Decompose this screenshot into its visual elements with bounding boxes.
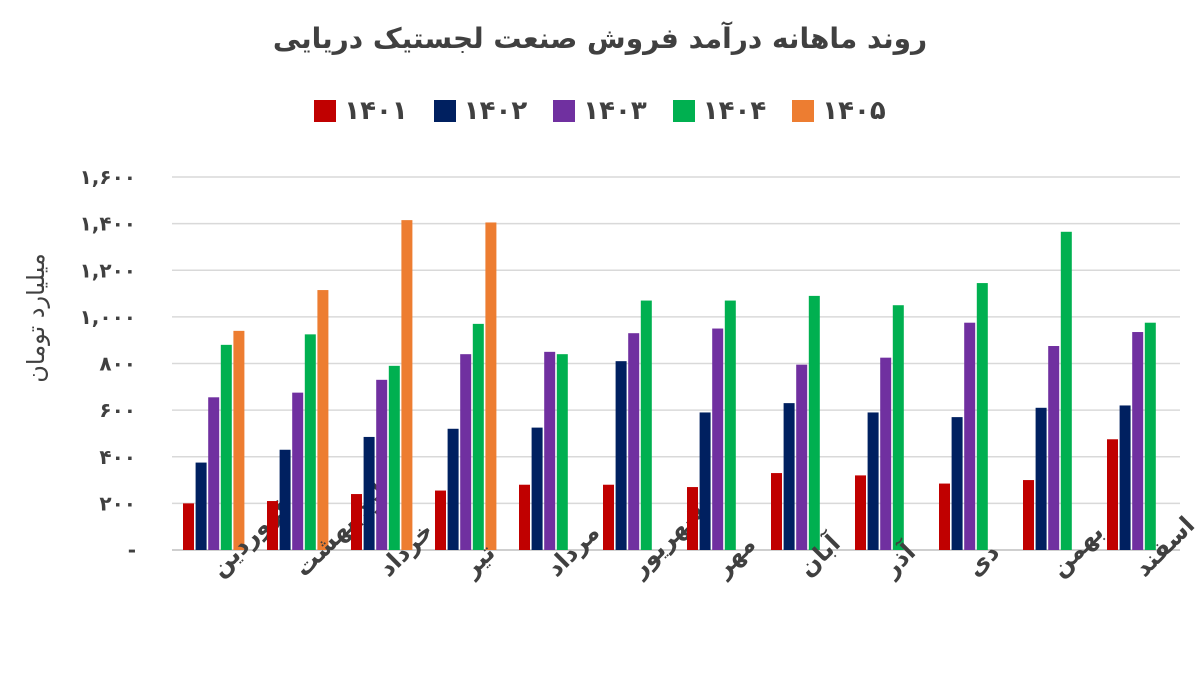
legend-swatch-1 [314, 100, 337, 122]
bar [472, 323, 484, 550]
bar [771, 473, 782, 550]
bar [279, 449, 291, 550]
bar [388, 365, 400, 550]
bar [964, 322, 976, 550]
bar [687, 487, 698, 550]
bar [892, 305, 904, 550]
legend: ۱۴۰۱ ۱۴۰۲ ۱۴۰۳ ۱۴۰۴ ۱۴۰۵ [0, 96, 1200, 126]
bar [485, 222, 497, 550]
legend-swatch-2 [433, 100, 456, 122]
bar [880, 357, 892, 550]
legend-item: ۱۴۰۴ [672, 96, 767, 126]
bar [460, 354, 472, 550]
bar [351, 494, 362, 550]
y-tick-label: ۱,۲۰۰ [80, 258, 136, 282]
y-tick-label: ۱,۴۰۰ [80, 212, 136, 236]
bar [556, 354, 568, 550]
legend-label-5: ۱۴۰۵ [822, 96, 886, 126]
bar [783, 403, 795, 550]
bar [724, 300, 736, 550]
legend-swatch-4 [672, 100, 695, 122]
bar [208, 397, 220, 550]
legend-item: ۱۴۰۱ [314, 96, 408, 126]
bar [183, 503, 194, 550]
bar [615, 361, 627, 550]
bar [1144, 322, 1156, 550]
bar [628, 333, 640, 550]
chart-title: روند ماهانه درآمد فروش صنعت لجستیک دریای… [272, 22, 928, 55]
bar [304, 334, 316, 550]
bar [363, 436, 375, 550]
bar [699, 412, 711, 550]
bar [1023, 480, 1034, 550]
bar [712, 328, 724, 550]
bar [796, 364, 808, 550]
bar [519, 484, 530, 550]
bar [1107, 439, 1118, 550]
bar [951, 417, 963, 550]
legend-item: ۱۴۰۳ [553, 96, 647, 126]
y-tick-label: - [128, 538, 136, 562]
bar [939, 483, 950, 550]
y-tick-label: ۲۰۰ [99, 491, 136, 515]
legend-swatch-3 [553, 100, 576, 122]
bar [976, 283, 988, 550]
legend-label-4: ۱۴۰۴ [702, 96, 767, 126]
bar [267, 501, 278, 550]
bar [447, 428, 459, 550]
legend-label-2: ۱۴۰۲ [463, 96, 528, 126]
y-tick-label: ۱,۶۰۰ [80, 165, 136, 189]
bar [1035, 407, 1047, 550]
legend-item: ۱۴۰۲ [433, 96, 528, 126]
legend-swatch-5 [792, 100, 815, 122]
bar [855, 475, 866, 550]
bar [808, 295, 820, 550]
bar [292, 392, 304, 550]
bar [1119, 405, 1131, 550]
bar [195, 462, 207, 550]
bar [435, 490, 446, 550]
y-tick-label: ۸۰۰ [99, 352, 136, 376]
legend-label-1: ۱۴۰۱ [344, 96, 408, 126]
bar [220, 344, 232, 550]
legend-item: ۱۴۰۵ [792, 96, 886, 126]
y-tick-label: ۴۰۰ [99, 445, 136, 469]
y-tick-label: ۶۰۰ [99, 398, 136, 422]
bar [640, 300, 652, 550]
bar [401, 220, 413, 551]
bar [1048, 346, 1060, 550]
bar [1060, 231, 1072, 551]
bar [1132, 332, 1144, 550]
bar [317, 290, 329, 550]
bar [867, 412, 879, 550]
bar [233, 330, 245, 550]
bar [531, 427, 543, 550]
bar [544, 351, 556, 550]
bar [376, 379, 388, 550]
bar [603, 484, 614, 550]
y-tick-label: ۱,۰۰۰ [80, 305, 136, 329]
legend-label-3: ۱۴۰۳ [583, 96, 647, 126]
